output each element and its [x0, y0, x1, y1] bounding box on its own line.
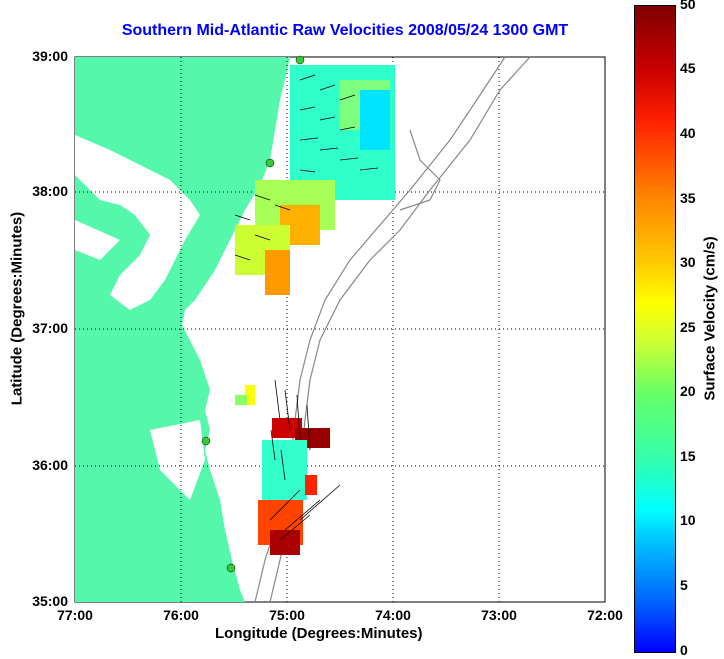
x-tick: 76:00 [163, 607, 199, 623]
velocity-field [235, 65, 395, 555]
colorbar-tick: 25 [680, 319, 696, 335]
colorbar-tick: 40 [680, 125, 696, 141]
x-tick: 77:00 [57, 607, 93, 623]
colorbar [634, 5, 676, 653]
colorbar-tick: 30 [680, 254, 696, 270]
y-axis-label: Latitude (Degrees:Minutes) [8, 211, 26, 406]
y-tick: 39:00 [32, 48, 68, 64]
colorbar-tick: 15 [680, 448, 696, 464]
colorbar-tick: 35 [680, 190, 696, 206]
colorbar-tick: 0 [680, 642, 688, 658]
x-axis-label: Longitude (Degrees:Minutes) [215, 625, 423, 642]
y-tick: 36:00 [32, 457, 68, 473]
colorbar-tick: 20 [680, 383, 696, 399]
colorbar-label: Surface Velocity (cm/s) [701, 236, 719, 401]
map-title: Southern Mid-Atlantic Raw Velocities 200… [121, 22, 569, 39]
x-tick: 72:00 [587, 607, 623, 623]
x-tick: 73:00 [481, 607, 517, 623]
velocity-vectors [234, 74, 379, 541]
x-tick: 74:00 [375, 607, 411, 623]
y-tick: 38:00 [32, 183, 68, 199]
colorbar-tick: 50 [680, 0, 696, 12]
y-tick: 35:00 [32, 593, 68, 609]
x-tick: 75:00 [269, 607, 305, 623]
colorbar-tick: 45 [680, 60, 696, 76]
bay-water [75, 135, 200, 310]
y-tick: 37:00 [32, 320, 68, 336]
colorbar-tick: 10 [680, 512, 696, 528]
colorbar-tick: 5 [680, 577, 688, 593]
station-markers [201, 55, 305, 573]
